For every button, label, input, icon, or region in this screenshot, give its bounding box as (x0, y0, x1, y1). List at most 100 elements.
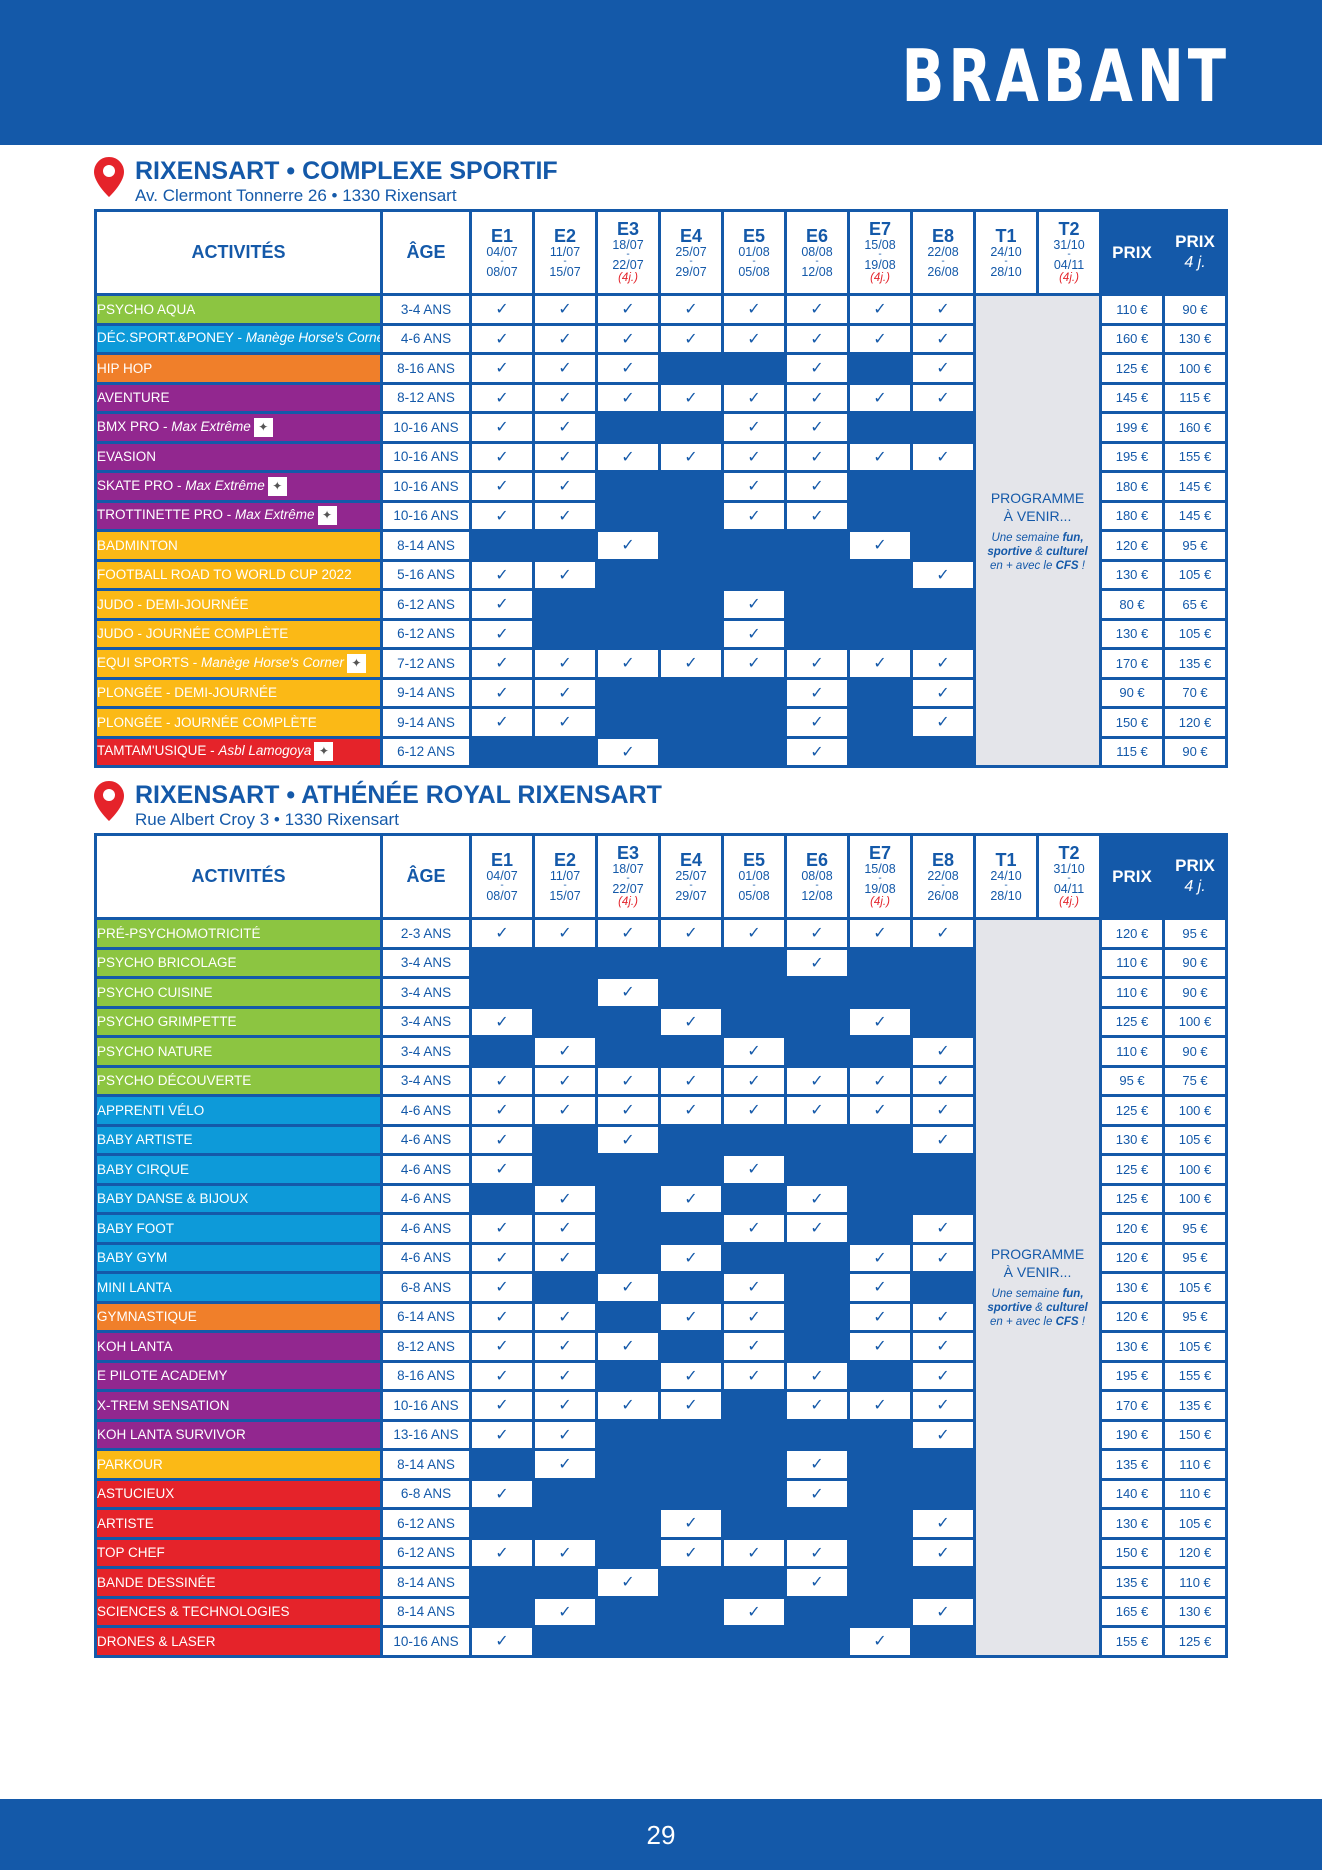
unavailable-cell (598, 1421, 658, 1448)
price4-days-label: 4 j. (1184, 254, 1206, 271)
header-age: ÂGE (383, 836, 469, 917)
check-icon: ✓ (598, 384, 658, 411)
check-icon: ✓ (472, 473, 532, 500)
unavailable-cell (850, 1362, 910, 1389)
unavailable-cell (598, 1362, 658, 1389)
check-icon: ✓ (724, 473, 784, 500)
programme-note-part: ! (1078, 1316, 1085, 1329)
check-icon: ✓ (913, 709, 973, 736)
check-icon: ✓ (535, 1097, 595, 1124)
check-icon: ✓ (472, 650, 532, 677)
programme-note-part: en + avec le (990, 1316, 1056, 1329)
programme-note-part: & (1032, 545, 1047, 558)
price-cell: 195 € (1102, 1362, 1162, 1389)
activity-name: JUDO - DEMI-JOURNÉE (97, 596, 249, 612)
check-icon: ✓ (913, 920, 973, 947)
check-icon: ✓ (913, 1510, 973, 1537)
price-4-days-cell: 155 € (1165, 1362, 1225, 1389)
header-week-t2: T2 31/10-04/11 (4j.) (1039, 836, 1099, 917)
week-date-separator: - (563, 255, 567, 267)
check-icon: ✓ (787, 355, 847, 382)
price-4-days-cell: 135 € (1165, 650, 1225, 677)
header-week-e3: E3 18/07-22/07 (4j.) (598, 836, 658, 917)
activity-name-cell: ASTUCIEUX (97, 1480, 380, 1507)
unavailable-cell (472, 1451, 532, 1478)
check-icon: ✓ (787, 296, 847, 323)
age-cell: 6-12 ANS (383, 1510, 469, 1537)
header-price: PRIX (1102, 836, 1162, 917)
unavailable-cell (535, 1008, 595, 1035)
age-cell: 2-3 ANS (383, 920, 469, 947)
header-price-4-days: PRIX 4 j. (1165, 836, 1225, 917)
unavailable-cell (661, 979, 721, 1006)
age-cell: 3-4 ANS (383, 1067, 469, 1094)
table-row: BABY ARTISTE 4-6 ANS ✓ ✓ ✓ 130 €105 € (97, 1126, 1225, 1153)
unavailable-cell (850, 1156, 910, 1183)
activity-name-cell: X-TREM SENSATION (97, 1392, 380, 1419)
check-icon: ✓ (535, 1362, 595, 1389)
unavailable-cell (724, 355, 784, 382)
week-date-separator: - (752, 879, 756, 891)
activity-name: PRÉ-PSYCHOMOTRICITÉ (97, 925, 261, 941)
location-title: RIXENSART • COMPLEXE SPORTIF (135, 157, 558, 185)
check-icon: ✓ (535, 355, 595, 382)
check-icon: ✓ (850, 1392, 910, 1419)
unavailable-cell (661, 1421, 721, 1448)
age-cell: 8-16 ANS (383, 1362, 469, 1389)
week-code: T2 (1058, 219, 1080, 239)
unavailable-cell (598, 1539, 658, 1566)
check-icon: ✓ (850, 1244, 910, 1271)
check-icon: ✓ (850, 1274, 910, 1301)
week-date-separator: - (1067, 249, 1071, 260)
activity-name: E PILOTE ACADEMY (97, 1368, 228, 1384)
week-end-date: 28/10 (990, 888, 1022, 903)
week-start-date: 11/07 (549, 868, 581, 883)
unavailable-cell (598, 1303, 658, 1330)
unavailable-cell (661, 620, 721, 647)
activity-name-cell: PLONGÉE - DEMI-JOURNÉE (97, 679, 380, 706)
age-cell: 8-12 ANS (383, 1333, 469, 1360)
week-code: E2 (553, 849, 577, 870)
activity-name-cell: TAMTAM'USIQUE - Asbl Lamogoya ✦ (97, 738, 380, 765)
price-cell: 130 € (1102, 561, 1162, 588)
header-week-e4: E4 25/07-29/07 (661, 212, 721, 293)
max-extreme-logo: ✦ (317, 506, 337, 526)
check-icon: ✓ (535, 502, 595, 529)
week-code: T1 (995, 225, 1017, 246)
header-week-e5: E5 01/08-05/08 (724, 836, 784, 917)
price-4-days-cell: 100 € (1165, 1008, 1225, 1035)
check-icon: ✓ (787, 325, 847, 352)
week-start-date: 22/08 (927, 868, 959, 883)
check-icon: ✓ (598, 1126, 658, 1153)
check-icon: ✓ (598, 355, 658, 382)
unavailable-cell (850, 1451, 910, 1478)
check-icon: ✓ (787, 650, 847, 677)
check-icon: ✓ (661, 1008, 721, 1035)
price-cell: 110 € (1102, 1038, 1162, 1065)
programme-note-part: sportive (987, 545, 1033, 558)
activity-name-cell: BMX PRO - Max Extrême ✦ (97, 414, 380, 441)
programme-note-part: fun, (1062, 1288, 1084, 1301)
week-start-date: 08/08 (801, 244, 833, 259)
activity-name: PSYCHO BRICOLAGE (97, 955, 237, 971)
check-icon: ✓ (598, 532, 658, 559)
activity-name-cell: BABY DANSE & BIJOUX (97, 1185, 380, 1212)
unavailable-cell (598, 591, 658, 618)
week-date-separator: - (563, 879, 567, 891)
week-end-date: 22/07 (612, 882, 644, 896)
check-icon: ✓ (661, 1067, 721, 1094)
unavailable-cell (472, 1598, 532, 1625)
activity-name-cell: BABY GYM (97, 1244, 380, 1271)
check-icon: ✓ (724, 1303, 784, 1330)
age-cell: 6-12 ANS (383, 738, 469, 765)
price-cell: 145 € (1102, 384, 1162, 411)
check-icon: ✓ (472, 443, 532, 470)
week-date-separator: - (689, 879, 693, 891)
check-icon: ✓ (661, 1392, 721, 1419)
price-4-days-cell: 130 € (1165, 1598, 1225, 1625)
unavailable-cell (598, 473, 658, 500)
age-cell: 6-8 ANS (383, 1274, 469, 1301)
check-icon: ✓ (913, 1215, 973, 1242)
check-icon: ✓ (850, 325, 910, 352)
check-icon: ✓ (472, 1362, 532, 1389)
